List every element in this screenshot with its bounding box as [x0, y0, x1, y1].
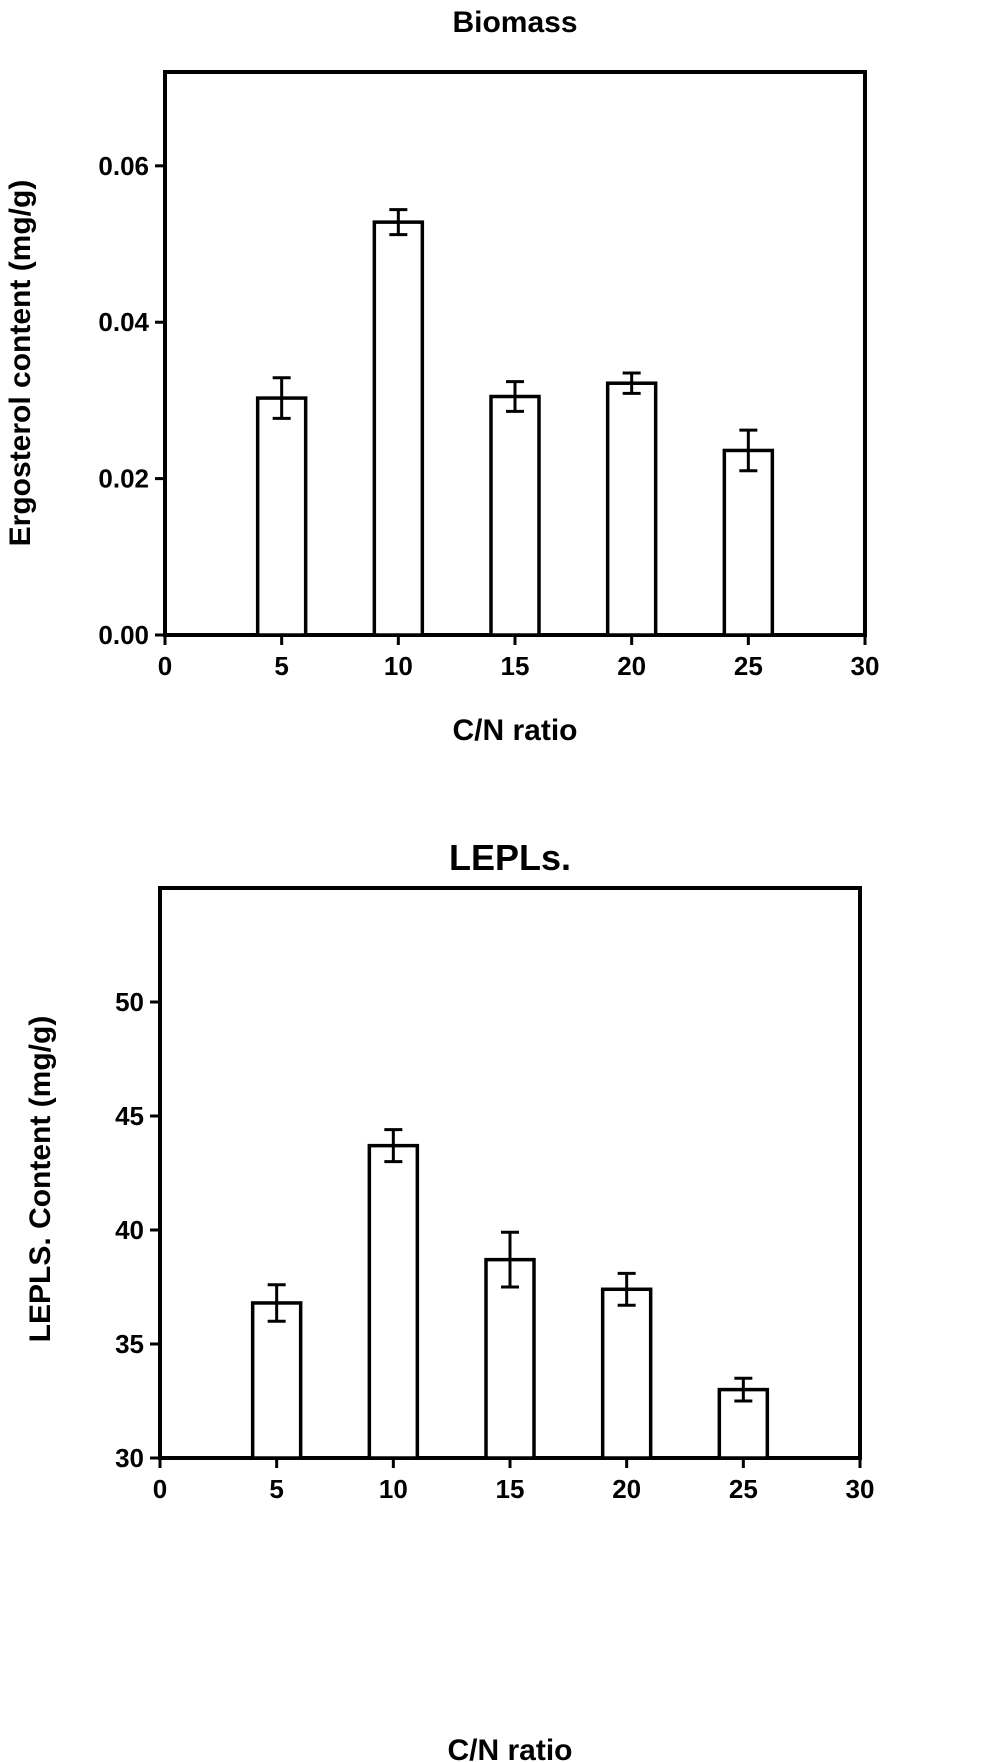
y-tick-label: 0.06 — [98, 151, 149, 181]
y-tick-label: 0.02 — [98, 464, 149, 494]
x-tick-label: 30 — [846, 1474, 875, 1504]
x-tick-label: 30 — [851, 651, 880, 681]
x-axis-label: C/N ratio — [447, 1734, 572, 1762]
x-tick-label: 15 — [496, 1474, 525, 1504]
x-tick-label: 10 — [379, 1474, 408, 1504]
y-tick-label: 50 — [115, 987, 144, 1017]
bar — [722, 448, 775, 637]
bar — [605, 381, 658, 637]
y-tick-label: 35 — [115, 1329, 144, 1359]
x-tick-label: 10 — [384, 651, 413, 681]
x-tick-label: 5 — [269, 1474, 283, 1504]
y-axis-label: LEPLS. Content (mg/g) — [24, 1016, 57, 1343]
bar — [367, 1143, 420, 1460]
y-tick-label: 30 — [115, 1443, 144, 1473]
x-tick-label: 5 — [274, 651, 288, 681]
y-tick-label: 45 — [115, 1101, 144, 1131]
bar — [484, 1257, 536, 1460]
bar — [600, 1287, 653, 1460]
y-tick-label: 0.00 — [98, 620, 149, 650]
x-axis-label: C/N ratio — [452, 714, 577, 747]
chart-title: Biomass — [452, 6, 577, 39]
y-axis-label: Ergosterol content (mg/g) — [4, 180, 37, 547]
x-tick-label: 0 — [158, 651, 172, 681]
y-tick-label: 0.04 — [98, 307, 149, 337]
x-tick-label: 0 — [153, 1474, 167, 1504]
bar — [372, 220, 425, 637]
chart-title: LEPLs. — [449, 837, 571, 878]
x-tick-label: 25 — [734, 651, 763, 681]
bar — [489, 394, 541, 637]
x-tick-label: 20 — [617, 651, 646, 681]
x-tick-label: 20 — [612, 1474, 641, 1504]
x-tick-label: 15 — [501, 651, 530, 681]
x-tick-label: 25 — [729, 1474, 758, 1504]
bar — [250, 1301, 303, 1460]
biomass-chart: Biomass Ergosterol content (mg/g) C/N ra… — [4, 6, 879, 747]
bar — [255, 396, 308, 637]
y-tick-label: 40 — [115, 1215, 144, 1245]
lepls-chart: LEPLs. LEPLS. Content (mg/g) C/N ratio 0… — [24, 837, 874, 1762]
